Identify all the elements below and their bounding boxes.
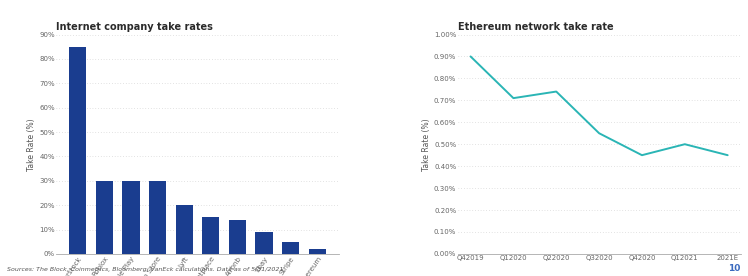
Y-axis label: Take Rate (%): Take Rate (%) — [28, 118, 37, 171]
Text: Sources: The Block, Coinmetrics, Bloomberg, VanEck calculations. Data as of 5/31: Sources: The Block, Coinmetrics, Bloombe… — [7, 267, 286, 272]
Bar — [229, 220, 246, 254]
Bar — [282, 242, 299, 254]
Text: Internet company take rates: Internet company take rates — [56, 22, 213, 32]
Text: Ethereum network take rate: Ethereum network take rate — [458, 22, 613, 32]
Bar — [256, 232, 273, 254]
Bar — [122, 181, 140, 254]
Bar — [96, 181, 113, 254]
Bar — [309, 249, 326, 254]
Bar — [176, 205, 193, 254]
Bar — [149, 181, 166, 254]
Y-axis label: Take Rate (%): Take Rate (%) — [422, 118, 431, 171]
Text: 10: 10 — [728, 264, 741, 273]
Bar — [69, 47, 86, 254]
Bar — [202, 217, 219, 254]
